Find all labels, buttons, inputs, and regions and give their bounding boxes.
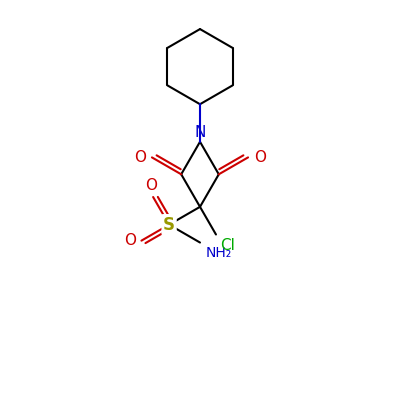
Text: O: O [124,233,136,248]
Text: O: O [134,150,146,165]
Text: S: S [163,216,175,234]
Text: N: N [194,125,206,140]
Text: NH₂: NH₂ [206,246,232,260]
Text: O: O [145,178,157,193]
Text: Cl: Cl [220,238,234,253]
Text: O: O [254,150,266,165]
